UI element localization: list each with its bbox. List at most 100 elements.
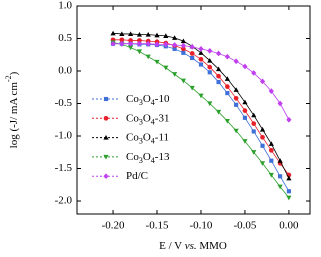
marker bbox=[269, 158, 274, 163]
y-tick-label: -1.0 bbox=[55, 130, 73, 142]
marker bbox=[224, 118, 230, 124]
legend-marker bbox=[103, 154, 109, 160]
marker bbox=[251, 70, 257, 76]
marker bbox=[242, 115, 248, 120]
marker bbox=[286, 175, 292, 181]
marker bbox=[215, 66, 222, 72]
marker bbox=[198, 93, 204, 99]
marker bbox=[233, 87, 239, 92]
x-tick-label: -0.20 bbox=[102, 220, 125, 232]
legend-marker bbox=[103, 173, 109, 180]
marker bbox=[145, 54, 151, 60]
marker bbox=[260, 143, 265, 148]
marker bbox=[224, 76, 230, 81]
marker bbox=[207, 70, 212, 75]
marker bbox=[180, 78, 186, 84]
marker bbox=[119, 31, 125, 37]
marker bbox=[190, 55, 195, 61]
y-tick-label: 0.0 bbox=[58, 65, 72, 77]
legend-label: Pd/C bbox=[126, 170, 148, 182]
marker bbox=[233, 95, 239, 101]
plot-frame bbox=[76, 5, 311, 215]
marker bbox=[286, 189, 291, 194]
marker bbox=[207, 58, 213, 63]
marker bbox=[119, 40, 125, 47]
marker bbox=[268, 172, 274, 178]
marker bbox=[136, 49, 143, 55]
marker bbox=[154, 41, 160, 48]
y-tick-label: -0.5 bbox=[55, 97, 73, 109]
marker bbox=[189, 51, 195, 56]
marker bbox=[277, 100, 283, 107]
marker bbox=[207, 101, 213, 107]
x-axis-label: E / V vs. MMO bbox=[159, 240, 227, 252]
marker bbox=[145, 32, 151, 37]
marker bbox=[181, 50, 186, 55]
marker bbox=[215, 50, 222, 57]
marker bbox=[136, 32, 143, 37]
marker bbox=[189, 44, 195, 50]
marker bbox=[128, 38, 133, 43]
marker bbox=[171, 42, 178, 48]
marker bbox=[268, 141, 274, 146]
legend-label: Co3O4-13 bbox=[126, 150, 170, 165]
marker bbox=[119, 37, 125, 43]
marker bbox=[286, 116, 292, 123]
marker bbox=[110, 40, 116, 47]
marker bbox=[154, 59, 160, 65]
marker bbox=[145, 40, 151, 47]
marker bbox=[242, 99, 248, 105]
marker bbox=[260, 134, 265, 140]
legend-label: Co3O4-11 bbox=[126, 131, 169, 146]
x-tick-label: -0.15 bbox=[146, 220, 169, 232]
x-tick-label: 0.00 bbox=[279, 220, 299, 232]
marker bbox=[137, 38, 142, 43]
marker bbox=[198, 56, 204, 62]
marker bbox=[198, 62, 204, 67]
marker bbox=[268, 88, 274, 95]
legend-marker bbox=[103, 96, 109, 102]
marker bbox=[251, 150, 257, 155]
marker bbox=[242, 139, 248, 144]
marker bbox=[215, 109, 222, 115]
marker bbox=[172, 46, 177, 51]
marker bbox=[225, 91, 230, 96]
marker bbox=[234, 102, 239, 107]
marker bbox=[207, 47, 213, 54]
marker bbox=[180, 42, 186, 49]
marker bbox=[233, 58, 239, 65]
y-tick-label: 1.0 bbox=[58, 0, 72, 12]
marker bbox=[128, 40, 134, 47]
marker bbox=[216, 73, 221, 79]
marker bbox=[286, 195, 292, 201]
marker bbox=[278, 174, 283, 179]
marker bbox=[110, 30, 116, 36]
x-tick-label: -0.05 bbox=[233, 220, 256, 232]
y-tick-label: -2.0 bbox=[55, 195, 73, 207]
x-tick-label: -0.10 bbox=[190, 220, 213, 232]
marker bbox=[163, 41, 169, 48]
marker bbox=[268, 147, 274, 153]
marker bbox=[181, 46, 186, 52]
y-tick-label: 0.5 bbox=[58, 32, 72, 44]
legend-label: Co3O4-10 bbox=[126, 93, 170, 108]
marker bbox=[251, 129, 256, 134]
marker bbox=[128, 31, 134, 37]
marker bbox=[242, 63, 248, 70]
marker bbox=[171, 35, 178, 40]
marker bbox=[207, 64, 213, 70]
marker bbox=[259, 126, 266, 132]
marker bbox=[180, 38, 186, 44]
marker bbox=[189, 85, 195, 91]
marker bbox=[259, 161, 266, 166]
y-tick-label: -1.5 bbox=[55, 162, 73, 174]
marker bbox=[251, 112, 257, 118]
legend-marker bbox=[103, 135, 109, 140]
marker bbox=[277, 184, 283, 190]
marker bbox=[225, 84, 230, 89]
marker bbox=[242, 108, 248, 113]
marker bbox=[259, 78, 266, 85]
legend-label: Co3O4-31 bbox=[126, 112, 169, 127]
marker bbox=[136, 40, 143, 47]
